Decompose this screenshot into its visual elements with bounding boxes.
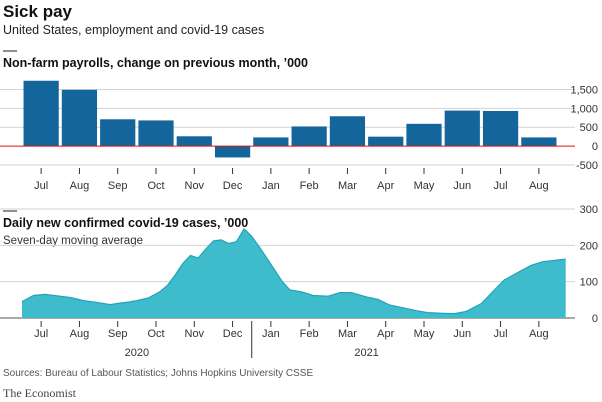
- cases-y-axis: 0 100 200 300: [580, 204, 598, 325]
- payrolls-bar: [176, 136, 212, 147]
- x-tick-label: Mar: [338, 180, 357, 192]
- x-tick-label: Apr: [377, 328, 394, 340]
- y-tick-label: 100: [580, 277, 598, 289]
- y-tick-label: 0: [592, 141, 598, 153]
- payrolls-bar: [329, 116, 366, 147]
- x-tick-label: Sep: [108, 180, 128, 192]
- x-tick-label: Dec: [223, 180, 243, 192]
- payrolls-bar: [214, 146, 251, 158]
- x-tick-label: Nov: [185, 328, 205, 340]
- x-tick-label: Jan: [262, 180, 280, 192]
- y-tick-label: 500: [580, 122, 598, 134]
- page-subtitle: United States, employment and covid-19 c…: [3, 23, 264, 37]
- page-title: Sick pay: [3, 2, 73, 21]
- y-tick-label: 0: [592, 313, 598, 325]
- x-tick-label: Nov: [185, 180, 205, 192]
- cases-year-labels: 2020 2021: [125, 347, 379, 359]
- x-tick-label: May: [414, 180, 435, 192]
- x-tick-label: Aug: [70, 180, 90, 192]
- x-tick-label: Jan: [262, 328, 280, 340]
- x-tick-label: Oct: [147, 328, 164, 340]
- x-tick-label: Sep: [108, 328, 128, 340]
- x-tick-label: Feb: [300, 180, 319, 192]
- x-tick-label: Mar: [338, 328, 357, 340]
- payrolls-bar: [521, 137, 557, 147]
- payrolls-bar: [138, 120, 174, 147]
- x-tick-label: Jun: [453, 328, 471, 340]
- year-label: 2021: [354, 347, 378, 359]
- x-tick-label: May: [414, 328, 435, 340]
- payrolls-bar: [61, 89, 98, 147]
- cases-chart-title: Daily new confirmed covid-19 cases, ’000: [3, 216, 248, 230]
- payrolls-bar: [253, 137, 289, 147]
- cases-chart-subtitle: Seven-day moving average: [3, 235, 143, 247]
- cases-x-axis: Jul Aug Sep Oct Nov Dec Jan Feb Mar Apr May Jun Jul A…: [34, 321, 549, 358]
- payrolls-bar: [23, 80, 59, 147]
- source-note: Sources: Bureau of Labour Statistics; Jo…: [3, 368, 313, 379]
- x-tick-label: Jul: [34, 328, 48, 340]
- x-tick-label: Jun: [453, 180, 471, 192]
- y-tick-label: 1,500: [570, 84, 598, 96]
- x-tick-label: Aug: [529, 328, 549, 340]
- x-tick-label: Apr: [377, 180, 394, 192]
- payrolls-bar: [406, 123, 442, 147]
- x-tick-label: Jul: [494, 328, 508, 340]
- payrolls-bars: [0, 80, 575, 158]
- payrolls-bar: [444, 110, 480, 147]
- cases-area-fill: [22, 229, 566, 318]
- x-tick-label: Jul: [34, 180, 48, 192]
- payrolls-bar: [368, 136, 404, 147]
- x-tick-label: Dec: [223, 328, 243, 340]
- y-tick-label: 200: [580, 240, 598, 252]
- cases-area: [21, 228, 566, 318]
- y-tick-label: -500: [576, 160, 598, 172]
- year-label: 2020: [125, 347, 149, 359]
- payrolls-bar: [482, 110, 519, 147]
- payrolls-bar: [291, 126, 327, 147]
- x-tick-label: Aug: [70, 328, 90, 340]
- x-tick-label: Aug: [529, 180, 549, 192]
- y-tick-label: 300: [580, 204, 598, 216]
- x-tick-label: Jul: [494, 180, 508, 192]
- brand-wordmark: The Economist: [3, 386, 77, 400]
- payrolls-x-axis: Jul Aug Sep Oct Nov Dec Jan Feb Mar Apr May Jun Jul A…: [34, 168, 549, 192]
- y-tick-label: 1,000: [570, 103, 598, 115]
- cases-line: [21, 228, 566, 315]
- payrolls-chart-title: Non-farm payrolls, change on previous mo…: [3, 56, 308, 70]
- x-tick-label: Oct: [147, 180, 164, 192]
- payrolls-bar: [100, 119, 136, 147]
- payrolls-y-axis: -500 0 500 1,000 1,500: [570, 84, 598, 172]
- x-tick-label: Feb: [300, 328, 319, 340]
